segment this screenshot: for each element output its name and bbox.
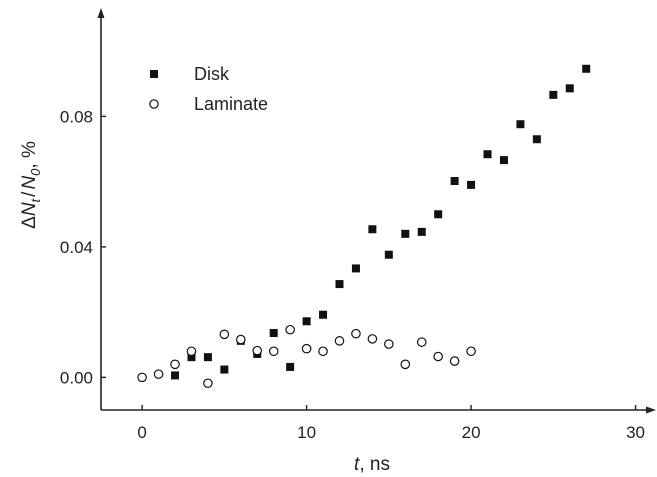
data-point-laminate [252,345,263,356]
y-axis-label-delta: Δ [19,216,40,229]
x-axis-label-var: t [354,454,360,475]
y-tick-label: 0.00 [60,368,93,387]
data-point-disk [269,329,278,338]
y-axis-arrow-icon [97,8,105,18]
data-point-disk [516,120,525,129]
data-point-disk [171,371,180,380]
data-point-disk [220,365,229,374]
x-tick-label: 10 [297,423,316,442]
data-point-disk [565,84,574,93]
y-ticks: 0.00 0.04 0.08 [60,107,106,387]
x-tick-label: 30 [626,423,645,442]
y-axis-label-slash: / [19,191,40,197]
data-point-disk [187,353,196,362]
y-tick-label: 0.04 [60,238,93,257]
data-point-laminate [318,346,328,357]
data-point-laminate [219,329,230,340]
data-point-disk [467,180,476,189]
data-point-laminate [153,369,164,379]
data-point-laminate [351,328,361,339]
data-point-laminate [384,339,394,349]
y-axis-label-unit: , % [19,141,40,169]
y-tick-label: 0.08 [60,107,93,126]
y-axis-label-var2: N [19,176,40,190]
axes [97,8,656,414]
data-point-disk [302,317,311,326]
data-point-laminate [285,324,295,335]
data-point-disk [401,229,410,238]
legend-label-disk: Disk [194,64,230,84]
y-axis-label-sub2: 0 [28,168,43,176]
y-axis-label-var1: N [19,202,40,216]
x-axis-arrow-icon [646,406,656,414]
y-axis-label: ΔNt/N0, % [19,141,43,229]
data-point-laminate [400,359,411,370]
data-point-laminate [301,343,312,354]
data-point-disk [499,156,508,165]
x-axis-label: t, ns [354,454,390,475]
legend: Disk Laminate [149,64,268,114]
data-point-disk [434,210,443,219]
data-point-disk [532,135,541,144]
data-point-disk [483,150,492,159]
data-point-laminate [449,356,460,366]
x-tick-label: 0 [137,423,146,442]
data-point-laminate [137,372,147,383]
data-point-disk [368,225,377,234]
data-point-disk [450,176,459,185]
data-point-disk [203,353,212,362]
data-point-laminate [186,346,197,357]
data-point-disk [335,280,344,289]
x-ticks: 0 10 20 30 [137,405,645,442]
data-point-laminate [236,334,246,345]
data-point-laminate [367,334,378,344]
data-point-laminate [170,359,180,370]
legend-marker-laminate [149,99,159,109]
data-point-disk [582,64,591,73]
data-point-disk [351,264,360,273]
data-point-laminate [268,346,279,357]
data-point-laminate [203,378,213,389]
data-point-disk [549,90,558,99]
data-point-laminate [433,351,443,362]
data-points [137,64,591,389]
legend-item-laminate: Laminate [149,94,268,114]
data-point-disk [319,310,328,319]
data-point-disk [384,250,393,259]
data-point-laminate [334,336,345,346]
y-axis-label-sub1: t [28,197,43,202]
x-tick-label: 20 [462,423,481,442]
data-point-disk [286,362,295,371]
data-point-laminate [466,346,476,357]
x-axis-label-unit: , ns [359,454,390,475]
data-point-laminate [416,337,427,347]
legend-marker-disk [150,70,158,78]
legend-item-disk: Disk [150,64,230,84]
data-point-disk [417,227,426,236]
legend-label-laminate: Laminate [194,94,268,114]
